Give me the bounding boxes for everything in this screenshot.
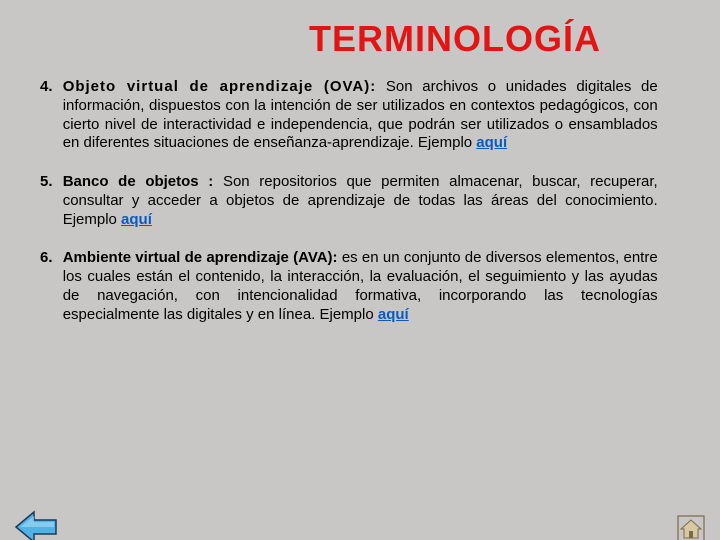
example-link[interactable]: aquí bbox=[378, 306, 409, 323]
item-body: Objeto virtual de aprendizaje (OVA): Son… bbox=[63, 78, 658, 153]
example-link[interactable]: aquí bbox=[476, 134, 507, 151]
back-button[interactable] bbox=[14, 510, 58, 540]
item-term: Objeto virtual de aprendizaje (OVA): bbox=[63, 78, 377, 95]
definitions-list: 4. Objeto virtual de aprendizaje (OVA): … bbox=[0, 78, 720, 324]
item-number: 6. bbox=[40, 249, 53, 266]
list-item: 4. Objeto virtual de aprendizaje (OVA): … bbox=[40, 78, 672, 153]
example-link[interactable]: aquí bbox=[121, 211, 152, 228]
page-title: TERMINOLOGÍA bbox=[190, 18, 720, 60]
list-item: 6. Ambiente virtual de aprendizaje (AVA)… bbox=[40, 249, 672, 324]
item-term: Banco de objetos : bbox=[63, 173, 214, 190]
item-body: Ambiente virtual de aprendizaje (AVA): e… bbox=[63, 249, 658, 324]
list-item: 5. Banco de objetos : Son repositorios q… bbox=[40, 173, 672, 229]
item-number: 5. bbox=[40, 173, 53, 190]
back-arrow-icon bbox=[14, 510, 58, 540]
home-icon bbox=[676, 514, 706, 540]
home-button[interactable] bbox=[676, 514, 706, 540]
item-number: 4. bbox=[40, 78, 53, 95]
item-term: Ambiente virtual de aprendizaje (AVA): bbox=[63, 249, 338, 266]
item-body: Banco de objetos : Son repositorios que … bbox=[63, 173, 658, 229]
